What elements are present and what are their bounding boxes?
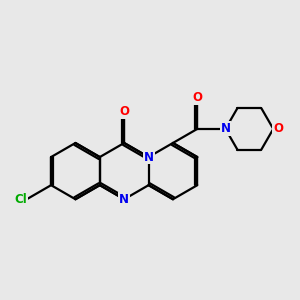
Text: O: O [273,122,284,135]
Text: O: O [192,91,202,104]
Text: O: O [119,105,129,118]
Text: N: N [144,151,154,164]
Text: N: N [119,193,129,206]
Text: N: N [220,122,230,135]
Text: Cl: Cl [14,193,27,206]
